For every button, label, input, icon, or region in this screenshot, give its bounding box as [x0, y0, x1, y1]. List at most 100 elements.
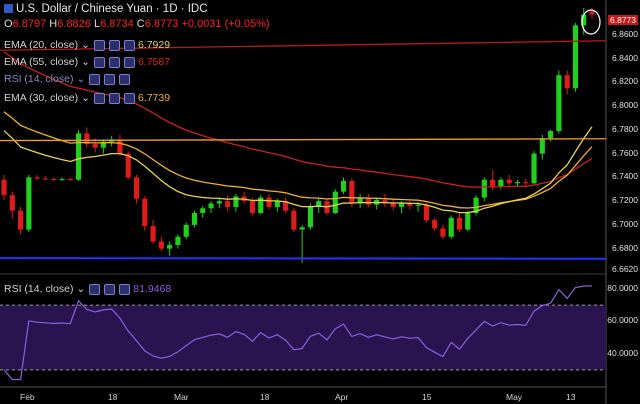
price-tick-label: 6.8600 — [612, 28, 638, 39]
candle-body — [490, 179, 496, 187]
price-tick-label: 6.8200 — [612, 76, 638, 87]
candle-body — [572, 25, 579, 89]
eye-icon[interactable] — [93, 56, 105, 68]
candle-body — [175, 236, 181, 246]
candle-body — [307, 207, 313, 228]
candle-body — [473, 197, 479, 213]
candle-body — [448, 217, 454, 237]
indicator-ema30[interactable]: EMA (30, close) ⌄ 6.7739 — [4, 92, 171, 104]
chevron-down-icon: ⌄ — [81, 39, 90, 51]
candle-body — [158, 241, 164, 249]
close-icon[interactable] — [123, 56, 135, 68]
high-value: 6.8826 — [57, 18, 91, 30]
candle-body — [514, 182, 521, 184]
candle-body — [75, 133, 82, 180]
candle-body — [233, 196, 239, 208]
eye-icon[interactable] — [89, 283, 101, 295]
eye-icon[interactable] — [93, 39, 105, 51]
candle-body — [357, 197, 363, 204]
highlight-circle — [581, 9, 601, 35]
gear-icon[interactable] — [104, 283, 116, 295]
rsi-tick-label: 80.0000 — [607, 282, 638, 293]
close-icon[interactable] — [119, 283, 131, 295]
eye-icon[interactable] — [89, 73, 101, 85]
gear-icon[interactable] — [108, 56, 120, 68]
indicator-ema55[interactable]: EMA (55, close) ⌄ 6.7587 — [4, 56, 171, 68]
price-tick-label: 6.6620 — [612, 264, 638, 274]
candle-body — [365, 197, 371, 205]
date-tick-label: May — [506, 392, 523, 402]
candle-body — [274, 201, 280, 208]
price-tick-label: 6.7800 — [612, 123, 638, 134]
indicator-rsi[interactable]: RSI (14, close) ⌄ — [4, 73, 131, 85]
candle-body — [291, 210, 297, 230]
candle-body — [42, 178, 48, 180]
candle-body — [266, 197, 272, 208]
gear-icon[interactable] — [108, 92, 120, 104]
candle-body — [100, 141, 106, 148]
change-value: +0.0031 (+0.05%) — [181, 18, 270, 30]
candle-body — [390, 203, 396, 208]
candle-body — [17, 210, 24, 230]
candle-body — [84, 133, 90, 145]
candle-body — [382, 199, 388, 204]
date-tick-label: 18 — [108, 392, 118, 402]
candle-body — [423, 204, 429, 221]
candle-body — [67, 179, 73, 181]
chevron-down-icon: ⌄ — [81, 92, 90, 104]
candle-body — [225, 201, 231, 208]
candle-body — [589, 11, 595, 15]
rsi-tick-label: 40.0000 — [607, 347, 638, 358]
rsi-band — [0, 305, 606, 370]
rsi-panel-header[interactable]: RSI (14, close) ⌄ 81.9468 — [4, 283, 172, 295]
candle-body — [316, 201, 322, 208]
candle-body — [208, 203, 214, 209]
candle-body — [258, 197, 264, 213]
candle-body — [506, 179, 512, 184]
candle-body — [481, 179, 487, 198]
rsi-value: 81.9468 — [133, 283, 172, 295]
candle-body — [150, 226, 156, 242]
candle-body — [556, 75, 562, 132]
price-tick-label: 6.7400 — [612, 171, 638, 182]
chevron-down-icon: ⌄ — [81, 56, 90, 68]
candle-body — [9, 195, 15, 211]
candle-body — [125, 153, 131, 178]
close-icon[interactable] — [119, 73, 131, 85]
candle-body — [283, 201, 289, 211]
collapse-icon[interactable] — [4, 4, 13, 14]
candle-body — [142, 198, 148, 227]
candle-body — [349, 180, 355, 204]
indicator-ema20[interactable]: EMA (20, close) ⌄ 6.7929 — [4, 39, 171, 51]
eye-icon[interactable] — [93, 92, 105, 104]
close-icon[interactable] — [123, 39, 135, 51]
price-tick-label: 6.8400 — [612, 52, 638, 63]
candle-body — [456, 217, 463, 230]
rsi-tick-label: 60.0000 — [607, 315, 638, 326]
date-tick-label: 15 — [422, 392, 432, 402]
candle-body — [191, 212, 198, 225]
ema30-line — [3, 111, 593, 209]
close-value: 6.8773 — [144, 18, 179, 30]
candle-body — [498, 179, 504, 187]
candle-body — [216, 201, 222, 204]
date-tick-label: Apr — [335, 392, 349, 402]
candle-body — [200, 208, 206, 213]
close-icon[interactable] — [123, 92, 135, 104]
candle-body — [564, 75, 570, 89]
symbol-title[interactable]: U.S. Dollar / Chinese Yuan · 1D · IDC — [4, 3, 208, 15]
candle-body — [26, 177, 32, 230]
ohlc-readout: O6.8797 H6.8826 L6.8734 C6.8773 +0.0031 … — [4, 18, 270, 30]
candle-body — [299, 227, 305, 230]
gear-icon[interactable] — [104, 73, 116, 85]
candle-body — [548, 131, 554, 139]
candle-body — [398, 203, 405, 208]
date-tick-label: 13 — [566, 392, 576, 402]
candle-body — [183, 224, 189, 237]
rsi-line — [3, 285, 593, 381]
candle-body — [34, 177, 40, 179]
gear-icon[interactable] — [108, 39, 120, 51]
ema30-value: 6.7739 — [137, 92, 171, 104]
candle-body — [332, 191, 338, 213]
